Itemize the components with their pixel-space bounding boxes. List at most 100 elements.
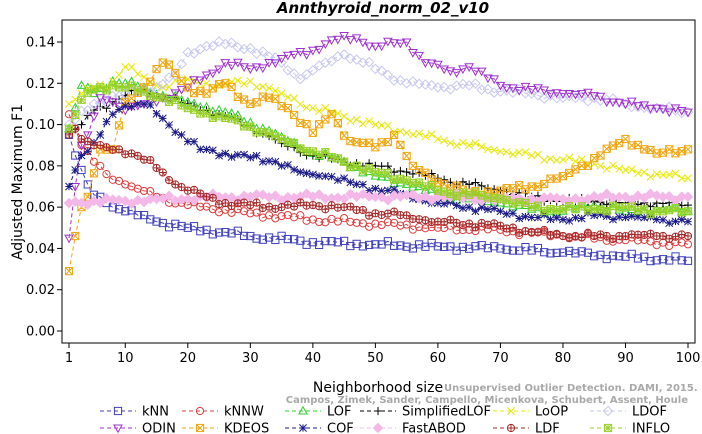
legend-item-loop: LoOP [493,405,568,420]
marker-square-star-lines [90,85,98,94]
marker-triangle-down [651,104,662,114]
marker-square-x-lines [396,140,405,149]
marker-square-x [577,161,586,170]
marker-square-x [283,103,292,113]
marker-circle-plus-lines [621,232,630,240]
marker-cross [596,161,605,170]
marker-circle [415,222,424,232]
marker-triangle-down [245,65,256,75]
marker-square-x [402,151,411,161]
marker-triangle-down [170,89,181,99]
marker-square-x [633,140,643,150]
marker-square [121,207,130,216]
marker-square-star-lines [446,189,455,198]
marker-triangle-down [458,65,468,75]
marker-star [208,146,217,155]
marker-triangle-down [264,58,274,68]
marker-cross [302,103,311,112]
marker-square-star-lines [659,207,667,216]
marker-cross [402,128,411,137]
marker-circle-plus-lines [221,199,229,207]
marker-cross [477,142,486,151]
marker-circle [340,214,349,223]
x-tick-label: 1 [65,351,73,366]
marker-diamond-filled [620,191,631,203]
marker-diamond [420,79,431,90]
marker-square-star-lines [340,157,349,166]
marker-circle-plus-lines [596,230,605,239]
marker-triangle-down [395,39,406,49]
marker-triangle-down [570,90,581,100]
marker-cross [665,170,674,179]
marker-square-star-lines [390,175,399,184]
marker-triangle-down [620,100,631,110]
legend-label: kNN [142,405,169,420]
marker-cross [677,174,686,183]
series-knn [64,130,693,266]
marker-circle-plus-lines [565,234,573,242]
marker-cross [527,151,536,160]
x-tick-label: 20 [180,351,197,366]
marker-square-star-lines [396,174,405,183]
marker-square-star-lines [615,203,624,212]
marker-cross [327,108,336,117]
marker-diamond [295,73,306,85]
marker-diamond-filled [101,193,112,204]
marker-triangle-down [439,65,450,75]
marker-star [659,215,667,224]
marker-square [196,227,205,236]
marker-diamond-filled [372,422,384,434]
marker-diamond-filled [113,194,125,206]
series-inflo [64,81,693,219]
marker-diamond [495,86,506,97]
marker-triangle-down [370,42,381,52]
marker-triangle-down [345,36,356,45]
marker-square-star-lines [71,110,80,119]
marker-triangle-down [301,51,312,60]
series-loop [65,62,692,183]
marker-circle [315,217,324,227]
marker-circle-plus-lines [465,220,473,228]
marker-star [215,151,224,160]
marker-star [183,137,192,146]
legend-label: KDEOS [224,422,269,434]
marker-triangle-down [333,35,343,45]
marker-circle-plus-lines [646,230,655,238]
marker-star [521,212,530,221]
marker-cross [296,100,305,109]
marker-triangle-down [589,92,600,101]
marker-diamond [463,80,475,91]
marker-star [233,150,242,159]
marker-cross [446,139,455,147]
marker-circle-plus-lines [390,207,398,216]
marker-square [271,235,280,245]
marker-square-x-lines [383,138,392,146]
marker-square-star-lines [421,182,430,191]
marker-circle [296,211,305,220]
legend-label: ODIN [142,422,176,434]
marker-square-star-lines [458,188,467,197]
marker-circle [252,208,261,217]
y-tick-label: 0.04 [26,242,55,257]
marker-cross [609,161,617,170]
marker-diamond-filled [545,192,556,203]
marker-triangle-down [451,69,462,78]
marker-square [527,246,536,255]
legend-item-simplifiedlof: SimplifiedLOF [360,405,491,420]
marker-circle-plus-lines [346,202,354,211]
marker-triangle-up [70,102,81,112]
marker-square [440,242,449,251]
marker-circle-plus-lines [507,424,515,432]
marker-star [96,130,105,139]
marker-square-x [621,134,630,144]
marker-circle-plus-lines [665,235,673,243]
marker-square-x [640,145,649,154]
marker-square [321,236,330,246]
x-tick-label: 40 [305,351,322,366]
marker-diamond [301,69,312,80]
marker-cross [540,156,549,165]
marker-square [152,217,161,226]
marker-star [77,151,86,160]
marker-circle [64,110,74,119]
marker-diamond [232,42,244,53]
